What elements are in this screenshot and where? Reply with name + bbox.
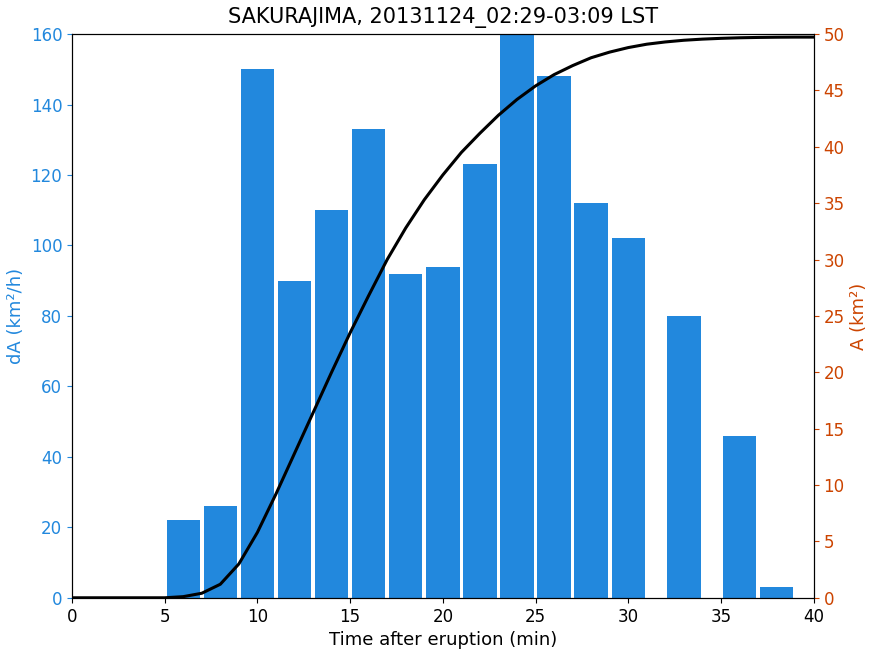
Bar <box>389 274 423 598</box>
Y-axis label: dA (km²/h): dA (km²/h) <box>7 268 25 364</box>
Bar <box>315 210 348 598</box>
Bar <box>463 165 497 598</box>
Bar <box>612 238 645 598</box>
Bar <box>204 506 237 598</box>
Y-axis label: A (km²): A (km²) <box>850 282 868 350</box>
Bar <box>500 34 534 598</box>
Bar <box>277 281 312 598</box>
X-axis label: Time after eruption (min): Time after eruption (min) <box>329 631 557 649</box>
Bar <box>241 70 274 598</box>
Bar <box>426 266 459 598</box>
Bar <box>166 520 200 598</box>
Bar <box>575 203 608 598</box>
Bar <box>760 587 794 598</box>
Bar <box>537 76 570 598</box>
Bar <box>667 316 701 598</box>
Bar <box>352 129 385 598</box>
Title: SAKURAJIMA, 20131124_02:29-03:09 LST: SAKURAJIMA, 20131124_02:29-03:09 LST <box>228 7 658 28</box>
Bar <box>723 436 756 598</box>
